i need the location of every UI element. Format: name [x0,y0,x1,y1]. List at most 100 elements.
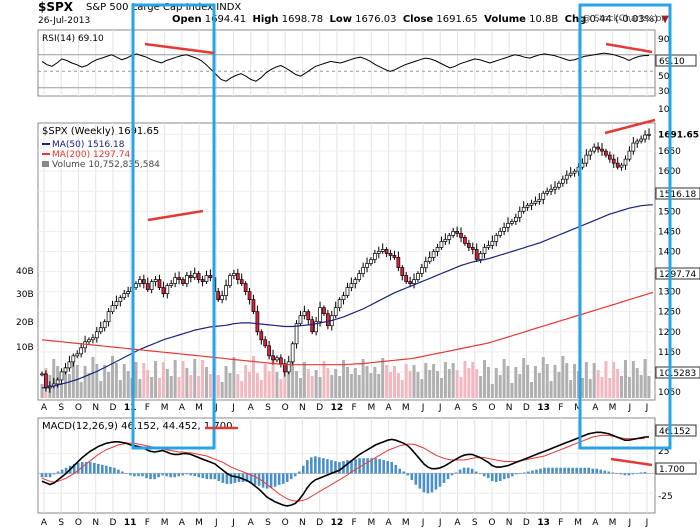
x-tick-label: 11 [124,403,137,413]
macd-histogram-bar [48,473,52,478]
macd-histogram-bar [551,467,554,474]
macd-histogram-bar [84,462,88,474]
ma200-last-box [655,267,700,280]
rsi-panel-frame [37,29,656,97]
volume-bar [639,375,643,398]
x-tick-label: N [92,403,99,413]
x-tick-label: F [352,403,357,413]
macd-histogram-bar [627,473,631,476]
volume-bar [565,363,569,398]
candle-body [467,243,471,248]
macd-histogram-bar [56,471,60,474]
macd-histogram-bar [346,460,349,474]
candle-body [619,164,624,168]
volume-bar [326,368,330,398]
volume-bar [620,376,624,398]
x-tick-label-bottom: J [438,518,442,528]
volume-bar [635,368,639,398]
macd-histogram-bar [153,473,156,480]
macd-histogram-bar [185,473,189,475]
volume-bar [255,373,259,398]
volume-bar [150,377,154,398]
macd-histogram-bar [442,473,446,483]
candle-body [255,311,260,333]
ma50-last-value: 1516.18 [659,190,696,200]
volume-bar [600,377,604,398]
macd-histogram-bar [350,460,353,474]
x-tick-label-bottom: J [627,518,631,528]
macd-histogram-bar [527,471,530,474]
x-tick-label-bottom: O [75,518,82,528]
macd-histogram-bar [579,467,582,474]
rsi-y-tick: 30 [658,87,670,97]
candle-body [91,337,95,341]
candle-body [647,134,651,136]
volume-label: Volume [484,14,526,25]
macd-histogram-bar [390,462,394,474]
rsi-y-tick: 50 [658,72,670,82]
candle-body [196,273,201,280]
macd-histogram-bar [92,462,96,474]
volume-bar [530,382,534,398]
candle-body [521,206,526,212]
volume-bar [396,373,400,398]
candle-body [455,231,459,234]
x-tick-label: O [282,403,289,413]
ma50-line [41,204,653,389]
x-tick-label-bottom: J [231,518,235,528]
candle-body [447,235,452,240]
open-label: Open [172,14,202,25]
candle-body [153,279,158,282]
volume-bar [580,378,584,398]
candle-body [627,150,632,160]
candle-body [416,273,420,280]
volume-bar [154,361,158,398]
candle-body [423,261,428,268]
macd-histogram-bar [446,473,450,480]
macd-histogram-bar [595,468,599,474]
candle-body [353,279,358,284]
macd-histogram-bar [318,457,321,474]
macd-y-tick: -25 [658,492,673,502]
price-legend: $SPX (Weekly) 1691.65 [42,126,159,137]
x-tick-label-bottom: F [558,518,563,528]
x-tick-label-bottom: M [367,518,375,528]
x-tick-label: F [558,403,563,413]
macd-histogram-bar [225,473,229,484]
highlight-box-2011 [131,3,216,450]
chart-date: 26-Jul-2013 [38,16,91,26]
macd-trend-line-2013 [610,457,653,467]
macd-histogram-bar [607,471,611,474]
x-tick-label: J [421,403,425,413]
volume-bar [533,366,537,398]
volume-bar [236,374,240,398]
volume-bar [541,357,545,398]
macd-histogram-bar [398,468,402,474]
macd-signal-line [41,434,646,502]
macd-histogram-bar [599,469,603,474]
x-tick-label-bottom: N [92,518,99,528]
candle-body [302,311,307,317]
candle-body [165,285,170,294]
candle-body [439,241,444,248]
macd-histogram-bar [382,460,385,474]
candle-body [267,345,271,357]
volume-bar [479,376,483,398]
macd-histogram-bar [466,467,470,474]
volume-value: 10.8B [529,14,559,25]
macd-histogram-bar [60,469,64,474]
x-tick-label: S [265,403,271,413]
candle-body [337,299,342,309]
macd-histogram-bar [249,473,253,483]
volume-bar [185,368,189,398]
candle-body [380,249,385,252]
macd-histogram-bar [402,471,406,474]
volume-legend: Volume 10,752,835,584 [52,160,160,170]
volume-bar [279,379,283,398]
volume-bar [627,377,631,398]
candle-body [412,279,416,284]
macd-histogram-bar [611,472,615,474]
macd-histogram-bar [241,473,245,482]
candle-body [639,138,644,142]
